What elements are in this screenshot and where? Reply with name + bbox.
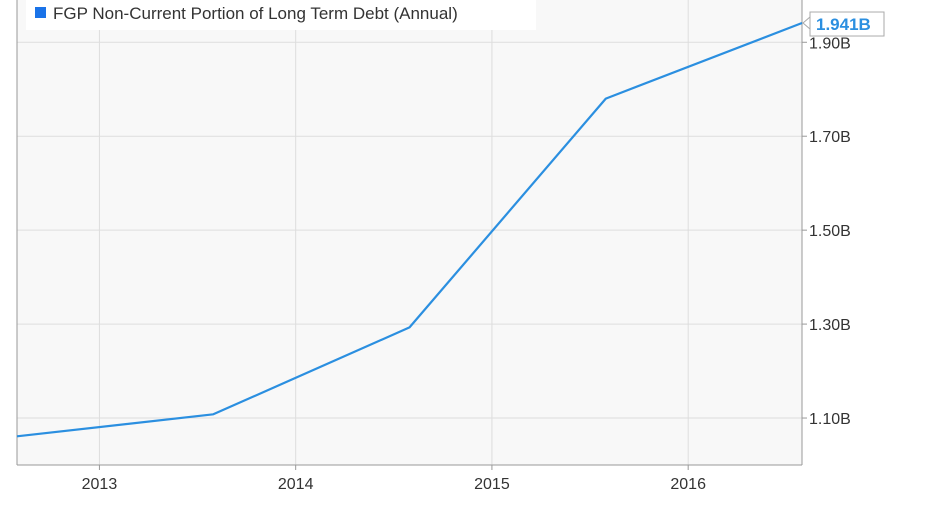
y-tick-label: 1.10B [809,411,851,428]
x-tick-label: 2015 [474,476,510,493]
last-value-pointer [803,17,810,29]
x-tick-label: 2016 [670,476,706,493]
legend-label: FGP Non-Current Portion of Long Term Deb… [53,4,458,23]
last-value-label: 1.941B [816,15,871,34]
y-tick-label: 1.30B [809,317,851,334]
last-value-marker: 1.941B [803,12,884,36]
legend-swatch [35,7,46,18]
plot-background [17,0,802,465]
x-tick-label: 2013 [82,476,118,493]
y-tick-label: 1.90B [809,35,851,52]
x-tick-label: 2014 [278,476,314,493]
y-tick-label: 1.70B [809,129,851,146]
legend: FGP Non-Current Portion of Long Term Deb… [26,0,536,30]
y-tick-label: 1.50B [809,223,851,240]
